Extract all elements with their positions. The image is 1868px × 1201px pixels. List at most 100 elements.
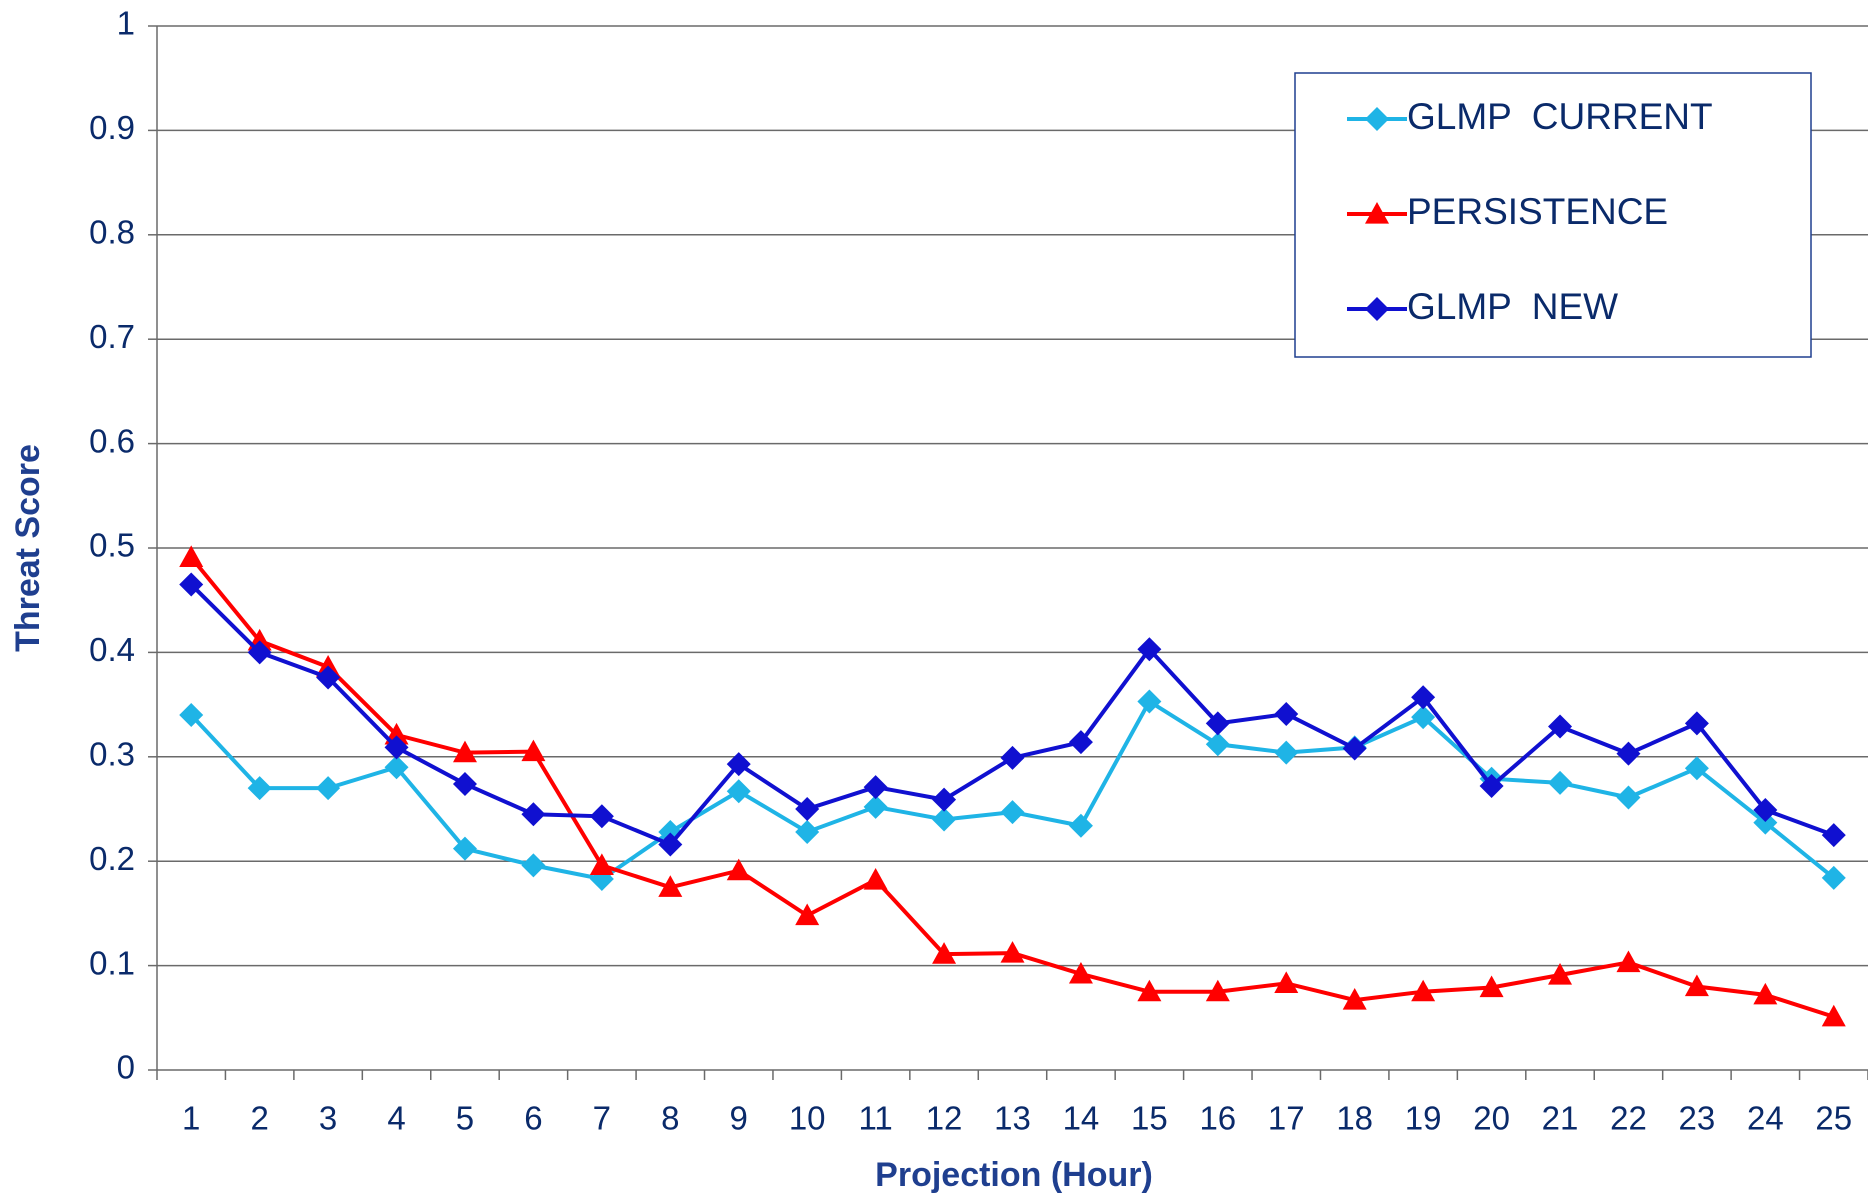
- marker: [1616, 785, 1641, 810]
- marker: [316, 776, 341, 801]
- marker: [1821, 823, 1846, 848]
- x-tick-label: 3: [319, 1100, 337, 1137]
- x-tick-label: 2: [250, 1100, 268, 1137]
- marker: [1000, 800, 1025, 825]
- marker: [452, 771, 477, 796]
- y-tick-label: 0.7: [89, 318, 135, 355]
- marker: [726, 858, 751, 881]
- marker: [863, 775, 888, 800]
- x-tick-label: 10: [789, 1100, 826, 1137]
- marker: [1000, 941, 1025, 963]
- marker: [932, 807, 957, 832]
- marker: [932, 787, 957, 812]
- marker: [1479, 975, 1504, 998]
- x-tick-label: 20: [1473, 1100, 1510, 1137]
- marker: [1548, 962, 1573, 985]
- x-tick-label: 13: [994, 1100, 1031, 1137]
- y-tick-label: 0.9: [89, 109, 135, 146]
- x-tick-label: 6: [524, 1100, 542, 1137]
- series-line: [189, 698, 1836, 882]
- x-tick-label: 4: [387, 1100, 405, 1137]
- x-tick-label: 7: [593, 1100, 611, 1137]
- marker: [658, 875, 683, 897]
- x-tick-label: 14: [1063, 1100, 1100, 1137]
- marker: [179, 703, 204, 728]
- marker: [1205, 979, 1230, 1002]
- marker: [521, 802, 546, 827]
- y-axis-title: Threat Score: [9, 444, 47, 652]
- x-tick-label: 22: [1610, 1100, 1647, 1137]
- x-tick-label: 19: [1405, 1100, 1442, 1137]
- x-tick-label: 12: [926, 1100, 963, 1137]
- x-tick-label: 9: [730, 1100, 748, 1137]
- marker: [452, 836, 477, 861]
- y-tick-label: 0.6: [89, 422, 135, 459]
- marker: [795, 797, 820, 821]
- x-tick-label: 17: [1268, 1100, 1305, 1137]
- marker: [1411, 705, 1436, 730]
- x-tick-label: 15: [1131, 1100, 1168, 1137]
- marker: [1274, 971, 1299, 993]
- legend-label: GLMP CURRENT: [1407, 96, 1713, 137]
- y-tick-label: 0.5: [89, 527, 135, 564]
- x-tick-label: 8: [661, 1100, 679, 1137]
- marker: [863, 867, 888, 890]
- x-tick-label: 11: [858, 1100, 892, 1137]
- marker: [384, 755, 409, 780]
- marker: [1205, 711, 1230, 736]
- marker: [247, 776, 272, 801]
- marker: [1616, 950, 1641, 973]
- x-tick-label: 5: [456, 1100, 474, 1137]
- marker: [1411, 979, 1436, 1002]
- marker: [316, 665, 341, 690]
- x-axis-title: Projection (Hour): [875, 1156, 1153, 1194]
- marker: [863, 794, 888, 819]
- y-tick-label: 0.3: [89, 736, 135, 773]
- marker: [452, 740, 477, 763]
- marker: [1365, 202, 1389, 224]
- marker: [1068, 813, 1093, 838]
- marker: [1684, 711, 1709, 736]
- marker: [589, 853, 614, 875]
- marker: [1068, 961, 1093, 984]
- y-tick-label: 1: [117, 5, 135, 42]
- marker: [1137, 689, 1162, 714]
- marker: [1753, 798, 1778, 823]
- marker: [1274, 701, 1299, 726]
- x-tick-label: 21: [1542, 1100, 1579, 1137]
- marker: [1365, 297, 1389, 321]
- x-tick-label: 23: [1679, 1100, 1716, 1137]
- marker: [1205, 732, 1230, 757]
- marker: [1548, 770, 1573, 795]
- marker: [1365, 107, 1389, 131]
- marker: [795, 819, 820, 844]
- marker: [1616, 741, 1641, 766]
- marker: [1068, 730, 1093, 755]
- marker: [658, 832, 683, 857]
- marker: [1137, 979, 1162, 1002]
- marker: [1479, 774, 1504, 799]
- marker: [1821, 865, 1846, 890]
- x-tick-label: 24: [1747, 1100, 1784, 1137]
- x-tick-label: 16: [1199, 1100, 1236, 1137]
- marker: [1137, 637, 1162, 662]
- legend-label: GLMP NEW: [1407, 286, 1618, 327]
- marker: [795, 903, 820, 926]
- marker: [1821, 1004, 1846, 1027]
- y-tick-label: 0: [117, 1049, 135, 1086]
- marker: [1342, 736, 1367, 761]
- marker: [589, 804, 614, 829]
- marker: [1753, 810, 1778, 835]
- marker: [1274, 740, 1299, 765]
- marker: [726, 752, 751, 777]
- marker: [1548, 714, 1573, 739]
- marker: [179, 545, 204, 567]
- marker: [247, 640, 272, 665]
- y-tick-label: 0.2: [89, 840, 135, 877]
- marker: [384, 735, 409, 760]
- marker: [521, 739, 546, 762]
- x-tick-label: 1: [182, 1100, 200, 1137]
- marker: [521, 853, 546, 878]
- marker: [1411, 685, 1436, 710]
- legend-label: PERSISTENCE: [1407, 191, 1668, 232]
